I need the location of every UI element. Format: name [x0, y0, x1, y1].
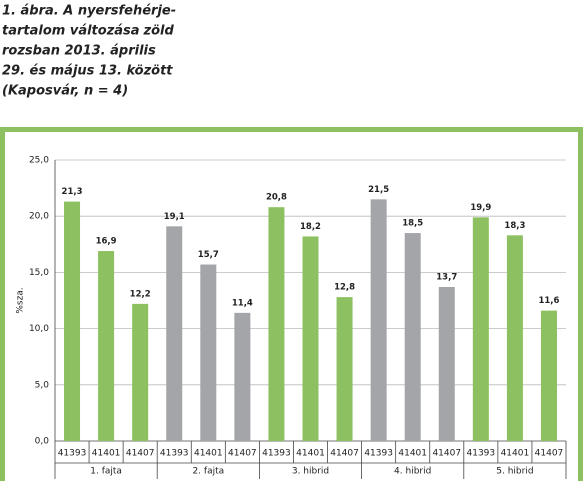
x-tick-label: 41401 — [92, 449, 121, 459]
x-tick-label: 41393 — [262, 449, 291, 459]
bar — [234, 312, 251, 441]
value-label: 19,1 — [164, 212, 185, 222]
y-tick-label: 20,0 — [29, 212, 49, 222]
y-axis-label: %sza. — [16, 287, 26, 313]
value-label: 13,7 — [436, 273, 457, 283]
chart-title: 1. ábra. A nyersfehérje- — [2, 4, 176, 19]
y-tick-label: 25,0 — [29, 156, 49, 166]
bar — [166, 226, 183, 441]
bar — [268, 207, 285, 441]
bar — [506, 235, 523, 441]
x-tick-label: 41393 — [58, 449, 87, 459]
x-tick-label: 41401 — [501, 449, 530, 459]
value-label: 21,5 — [368, 185, 389, 195]
bar — [64, 201, 81, 441]
chart-title: (Kaposvár, n = 4) — [2, 84, 128, 99]
x-tick-label: 41407 — [126, 449, 155, 459]
y-tick-label: 0,0 — [35, 437, 50, 447]
chart-title: 29. és május 13. között — [2, 64, 173, 79]
y-tick-label: 15,0 — [29, 268, 49, 278]
value-label: 20,8 — [266, 193, 287, 203]
x-tick-label: 41393 — [364, 449, 393, 459]
group-label: 1. fajta — [90, 467, 122, 477]
group-label: 3. hibrid — [292, 467, 329, 477]
x-tick-label: 41407 — [228, 449, 257, 459]
value-label: 12,8 — [334, 283, 355, 293]
value-label: 16,9 — [96, 237, 117, 247]
value-label: 11,6 — [538, 296, 559, 306]
chart-title: rozsban 2013. április — [2, 44, 156, 59]
bar — [370, 199, 387, 441]
bar — [336, 297, 353, 441]
value-label: 12,2 — [130, 289, 151, 299]
bar — [472, 217, 489, 441]
chart-title: zöld — [143, 24, 175, 39]
value-label: 11,4 — [232, 298, 253, 308]
value-label: 19,9 — [470, 203, 491, 213]
x-tick-label: 41393 — [467, 449, 496, 459]
frame — [0, 127, 583, 481]
bar — [98, 251, 115, 441]
x-tick-label: 41407 — [432, 449, 461, 459]
x-tick-label: 41407 — [330, 449, 359, 459]
group-label: 5. hibrid — [496, 467, 533, 477]
bar — [438, 287, 455, 441]
group-label: 2. fajta — [192, 467, 224, 477]
bar — [404, 233, 421, 441]
y-tick-label: 10,0 — [29, 324, 49, 334]
x-tick-label: 41401 — [398, 449, 427, 459]
x-tick-label: 41401 — [194, 449, 223, 459]
x-tick-label: 41401 — [296, 449, 325, 459]
y-tick-label: 5,0 — [35, 380, 50, 390]
value-label: 18,5 — [402, 219, 423, 229]
chart-title: tartalom változása — [2, 24, 140, 39]
x-tick-label: 41393 — [160, 449, 189, 459]
value-label: 18,3 — [504, 221, 525, 231]
value-label: 18,2 — [300, 222, 321, 232]
bar — [540, 310, 557, 441]
bar — [200, 264, 217, 441]
x-tick-label: 41407 — [535, 449, 564, 459]
bar — [302, 236, 319, 441]
group-label: 4. hibrid — [394, 467, 431, 477]
bar — [132, 303, 149, 441]
value-label: 15,7 — [198, 250, 219, 260]
value-label: 21,3 — [62, 187, 83, 197]
